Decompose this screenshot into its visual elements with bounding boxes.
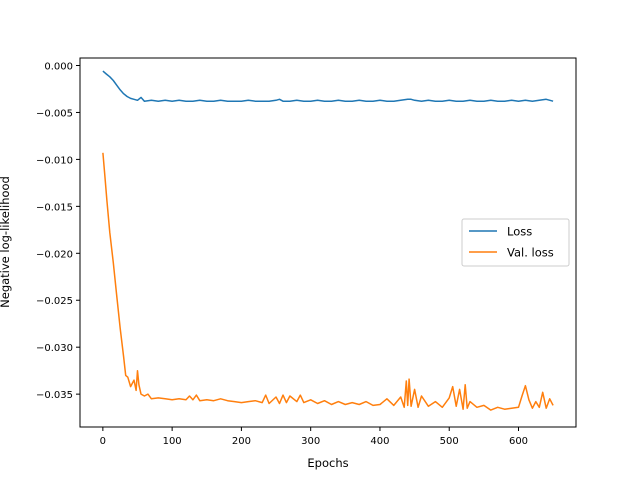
y-tick-label: −0.010 [36,155,73,166]
series-line-loss [102,70,554,102]
y-tick-label: −0.025 [36,296,73,307]
x-axis: 0 100 200 300 400 500 600 [100,427,528,447]
x-tick-label: 200 [232,436,251,447]
y-tick-label: −0.020 [36,249,73,260]
legend-label-val-loss: Val. loss [507,246,554,260]
legend-label-loss: Loss [507,225,532,239]
y-axis-label: Negative log-likelihood [0,176,12,308]
y-tick-label: −0.005 [36,108,73,119]
x-tick-label: 300 [301,436,320,447]
legend: Loss Val. loss [461,218,570,267]
y-tick-label: −0.015 [36,202,73,213]
y-tick-label: −0.035 [36,390,73,401]
y-tick-label: −0.030 [36,343,73,354]
x-tick-label: 600 [509,436,528,447]
series-line-val-loss [102,152,554,411]
x-tick-label: 500 [440,436,459,447]
x-tick-label: 100 [163,436,182,447]
plot-frame [79,57,577,428]
x-tick-label: 400 [370,436,389,447]
y-tick-label: 0.000 [44,62,73,73]
y-axis: 0.000 −0.005 −0.010 −0.015 −0.020 −0.025 −0.03… [36,62,80,401]
plot-lines [102,70,554,411]
x-tick-label: 0 [100,436,106,447]
x-axis-label: Epochs [307,456,348,470]
